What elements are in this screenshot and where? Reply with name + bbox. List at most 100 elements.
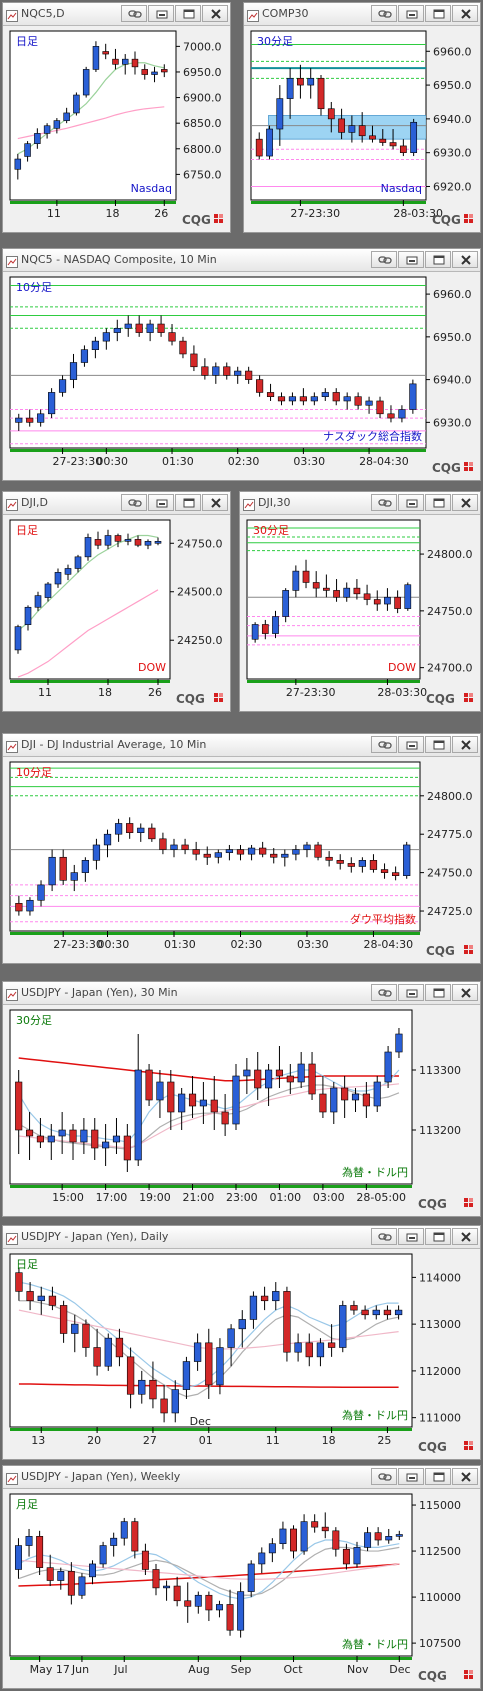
minimize-button[interactable] xyxy=(398,1468,424,1485)
candle xyxy=(170,838,178,858)
minimize-button[interactable] xyxy=(398,251,424,268)
candle xyxy=(15,413,23,431)
candle xyxy=(53,118,61,134)
chart-svg[interactable]: 24700.0 24750.0 24800.0 27-23:30 28-03:30 30分… xyxy=(240,514,478,709)
instrument-label: Nasdaq xyxy=(381,182,422,195)
chart-panel-usdjpy-daily[interactable]: USDJPY - Japan (Yen), Daily 111000 112000 1… xyxy=(2,1225,481,1460)
chart-panel-usdjpy-weekly[interactable]: USDJPY - Japan (Yen), Weekly 107500 110000… xyxy=(2,1465,481,1689)
chart-panel-nqc5-10min[interactable]: NQC5 - NASDAQ Composite, 10 Min 6930.0 694… xyxy=(2,248,481,481)
link-button[interactable] xyxy=(371,5,397,22)
candle xyxy=(201,358,209,380)
title-bar[interactable]: DJI,30 xyxy=(240,492,480,515)
chart-svg[interactable]: 107500 110000 112500 115000 May 17 Jun Jul Aug S… xyxy=(3,1488,478,1686)
title-bar[interactable]: DJI,D xyxy=(3,492,230,515)
candle xyxy=(82,66,90,98)
chart-svg[interactable]: 111000 112000 113000 114000 13 20 27 01 11 18 25 De… xyxy=(3,1248,478,1457)
link-button[interactable] xyxy=(371,1228,397,1245)
candle xyxy=(145,1064,153,1106)
chart-panel-comp30[interactable]: COMP30 6920.0 6930.0 6940.0 6950.0 6960.0 27-2… xyxy=(243,2,481,233)
chart-svg[interactable]: 24725.0 24750.0 24775.0 24800.0 27-23:3000:3… xyxy=(3,756,478,961)
close-button[interactable] xyxy=(452,736,478,753)
chart-svg[interactable]: 24250.0 24500.0 24750.0 11 18 26 日足 DOW CQG xyxy=(3,514,228,709)
minimize-icon xyxy=(406,499,418,508)
chart-svg[interactable]: 6930.0 6940.0 6950.0 6960.0 27-23:3000:30 01:… xyxy=(3,271,478,478)
candle xyxy=(234,366,242,384)
instrument-label: ナスダック総合指数 xyxy=(323,429,422,443)
link-button[interactable] xyxy=(371,1468,397,1485)
minimize-button[interactable] xyxy=(398,984,424,1001)
y-tick-label: 112500 xyxy=(419,1545,461,1558)
restore-button[interactable] xyxy=(425,494,451,511)
candle xyxy=(48,388,56,419)
restore-icon xyxy=(183,9,195,19)
link-button[interactable] xyxy=(121,494,147,511)
y-tick-label: 24775.0 xyxy=(427,828,473,841)
link-icon xyxy=(128,10,142,18)
minimize-button[interactable] xyxy=(148,5,174,22)
chart-svg[interactable]: 6750.0 6800.0 6850.0 6900.0 6950.0 7000.0 11 18… xyxy=(3,25,228,230)
candle xyxy=(91,1118,99,1160)
restore-button[interactable] xyxy=(425,251,451,268)
close-button[interactable] xyxy=(452,251,478,268)
restore-button[interactable] xyxy=(425,1228,451,1245)
candle xyxy=(395,1028,403,1058)
link-button[interactable] xyxy=(371,494,397,511)
candle xyxy=(93,1328,101,1376)
close-button[interactable] xyxy=(452,1468,478,1485)
restore-button[interactable] xyxy=(425,5,451,22)
instrument-label: 為替・ドル円 xyxy=(342,1165,408,1179)
restore-button[interactable] xyxy=(425,1468,451,1485)
link-button[interactable] xyxy=(371,251,397,268)
title-bar[interactable]: COMP30 xyxy=(244,3,480,26)
link-button[interactable] xyxy=(371,736,397,753)
candle xyxy=(362,1082,370,1118)
title-bar[interactable]: USDJPY - Japan (Yen), 30 Min xyxy=(3,982,480,1005)
y-tick-label: 6900.0 xyxy=(183,92,222,105)
candle xyxy=(43,123,51,139)
restore-button[interactable] xyxy=(175,494,201,511)
x-tick-label: Dec xyxy=(389,1663,410,1676)
close-button[interactable] xyxy=(202,5,228,22)
svg-text:CQG: CQG xyxy=(426,692,455,706)
close-button[interactable] xyxy=(452,1228,478,1245)
chart-panel-dji-daily[interactable]: DJI,D 24250.0 24500.0 24750.0 11 18 26 日足 DOW CQG xyxy=(2,491,231,712)
title-bar[interactable]: USDJPY - Japan (Yen), Daily xyxy=(3,1226,480,1249)
restore-button[interactable] xyxy=(175,5,201,22)
y-tick-label: 6800.0 xyxy=(183,143,222,156)
close-button[interactable] xyxy=(202,494,228,511)
candle xyxy=(247,1560,255,1598)
restore-icon xyxy=(433,1232,445,1242)
title-bar[interactable]: NQC5,D xyxy=(3,3,230,26)
close-button[interactable] xyxy=(452,5,478,22)
chart-panel-nqc5-daily[interactable]: NQC5,D 6750.0 6800.0 6850.0 6900.0 6950.0 7000… xyxy=(2,2,231,233)
close-button[interactable] xyxy=(452,494,478,511)
candle xyxy=(71,1314,79,1353)
chart-panel-dji-10min[interactable]: DJI - DJ Industrial Average, 10 Min 24725… xyxy=(2,733,481,964)
link-button[interactable] xyxy=(371,984,397,1001)
minimize-button[interactable] xyxy=(398,5,424,22)
restore-icon xyxy=(433,988,445,998)
minimize-button[interactable] xyxy=(398,1228,424,1245)
minimize-button[interactable] xyxy=(148,494,174,511)
chart-panel-dji-30[interactable]: DJI,30 24700.0 24750.0 24800.0 27-23:30 28-03… xyxy=(239,491,481,712)
window-title: NQC5,D xyxy=(21,7,65,20)
x-tick-label: 11 xyxy=(266,1434,280,1447)
restore-button[interactable] xyxy=(425,984,451,1001)
candle xyxy=(181,838,189,855)
minimize-button[interactable] xyxy=(398,736,424,753)
close-button[interactable] xyxy=(452,984,478,1001)
y-tick-label: 24250.0 xyxy=(177,634,223,647)
candle xyxy=(290,1525,297,1559)
title-bar[interactable]: DJI - DJ Industrial Average, 10 Min xyxy=(3,734,480,757)
candle xyxy=(216,1338,224,1395)
chart-svg[interactable]: 6920.0 6930.0 6940.0 6950.0 6960.0 27-23:30 28… xyxy=(244,25,478,230)
plot-area xyxy=(9,276,427,449)
link-button[interactable] xyxy=(121,5,147,22)
chart-svg[interactable]: 113200 113300 15:00 17:00 19:00 21:00 23:00 01:… xyxy=(3,1004,478,1214)
chart-panel-usdjpy-30min[interactable]: USDJPY - Japan (Yen), 30 Min 113200 113300… xyxy=(2,981,481,1217)
title-bar[interactable]: USDJPY - Japan (Yen), Weekly xyxy=(3,1466,480,1489)
title-bar[interactable]: NQC5 - NASDAQ Composite, 10 Min xyxy=(3,249,480,272)
minimize-button[interactable] xyxy=(398,494,424,511)
y-tick-label: 6930.0 xyxy=(433,147,472,160)
restore-button[interactable] xyxy=(425,736,451,753)
